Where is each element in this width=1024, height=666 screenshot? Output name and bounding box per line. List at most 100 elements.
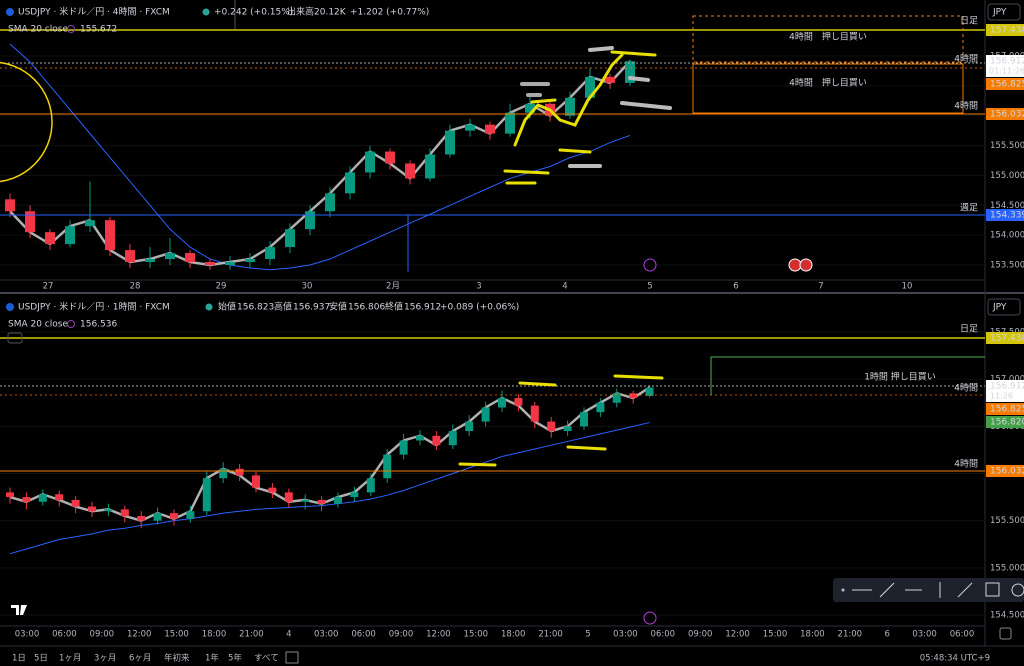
level-label: 週足 (960, 203, 978, 214)
sma-label: SMA 20 close (8, 320, 68, 330)
price-tag (986, 332, 1024, 344)
candle-body (104, 509, 113, 512)
candle-body (165, 253, 175, 260)
circle-drawing (0, 61, 53, 183)
candle-body (565, 97, 575, 116)
hand-drawings (458, 374, 664, 467)
highlight-stroke (613, 374, 664, 380)
range-button[interactable]: 1ヶ月 (59, 654, 81, 664)
ohlc-value: 156.912 (404, 303, 441, 313)
x-tick-label: 09:00 (389, 630, 414, 640)
price-tag (986, 55, 1024, 77)
candle-body (186, 511, 195, 519)
price-tag-text: 156.825 (990, 80, 1024, 90)
candle-body (219, 468, 228, 479)
highlight-stroke (558, 148, 592, 154)
event-flag[interactable] (788, 258, 802, 272)
candle-body (485, 124, 495, 134)
range-button[interactable]: 3ヶ月 (94, 654, 116, 664)
x-tick-label: 03:00 (613, 630, 638, 640)
level-label: 日足 (960, 324, 978, 335)
y-tick-label: 154.500 (990, 201, 1024, 211)
price-tag-text: 156.912 (990, 382, 1024, 392)
symbol-flag (6, 303, 14, 311)
sma-value: 156.536 (80, 320, 117, 330)
candle-body (25, 211, 35, 233)
status-dot (202, 8, 210, 16)
x-tick-label: 06:00 (351, 630, 376, 640)
price-tag-text: 156.912 (990, 57, 1024, 67)
candle-body (45, 232, 55, 245)
candle-body (465, 124, 475, 131)
zone-box (692, 63, 964, 114)
settings-button[interactable] (999, 627, 1012, 640)
event-icon[interactable] (643, 611, 657, 625)
candle-body (205, 262, 215, 265)
x-tick-label: 30 (302, 282, 313, 292)
tool-rect[interactable] (985, 582, 1000, 597)
ohlc-label: 始値 (218, 301, 236, 313)
price-tag (986, 416, 1024, 428)
event-icons (643, 258, 813, 625)
candle-body (245, 259, 255, 263)
candle-body (334, 497, 342, 504)
countdown: 11:26 (990, 392, 1013, 401)
x-tick-label: 4 (286, 630, 291, 640)
range-button[interactable]: 6ヶ月 (129, 654, 151, 664)
y-tick-label: 155.000 (990, 171, 1024, 181)
candle-body (284, 492, 293, 502)
sma-settings[interactable] (67, 25, 75, 33)
x-tick-label: 09:00 (90, 630, 115, 640)
candle-body (366, 478, 375, 493)
level-label: 4時間 (954, 459, 978, 470)
currency: JPY (992, 303, 1007, 313)
range-button[interactable]: 5日 (34, 654, 48, 664)
range-button[interactable]: 5年 (228, 653, 242, 664)
candle-body (625, 61, 635, 83)
collapse-button[interactable] (7, 332, 23, 344)
symbol-title: USDJPY · 米ドル／円 · 4時間 · FXCM (18, 6, 170, 18)
tool-trend[interactable] (879, 582, 895, 598)
currency-button[interactable] (987, 298, 1021, 316)
tool-brush[interactable] (957, 582, 973, 598)
event-flag[interactable] (799, 258, 813, 272)
x-tick-label: 03:00 (314, 630, 339, 640)
candle-body (596, 402, 605, 413)
date-range-button[interactable] (285, 651, 299, 664)
candle-body (268, 487, 277, 493)
candle-body (120, 509, 129, 516)
price-tag-text: 157.438 (990, 334, 1024, 344)
y-tick-label: 154.000 (990, 231, 1024, 241)
range-button[interactable]: 1年 (205, 653, 219, 664)
highlight-stroke (610, 50, 657, 57)
x-tick-label: 15:00 (164, 630, 189, 640)
candle-body (305, 211, 315, 230)
candle-body (145, 259, 155, 263)
x-tick-label: 03:00 (912, 630, 937, 640)
ohlc-label: 高値 (274, 301, 292, 313)
sma-settings[interactable] (67, 320, 75, 328)
range-button[interactable]: 年初来 (164, 653, 190, 664)
change: +0.242 (+0.15%) (214, 8, 293, 18)
tool-circle[interactable] (1011, 583, 1024, 597)
x-tick-label: 5 (647, 282, 652, 292)
x-tick-label: 6 (733, 282, 738, 292)
x-tick-label: 06:00 (651, 630, 676, 640)
range-button[interactable]: すべて (254, 654, 279, 664)
candle-body (252, 475, 260, 488)
currency-button[interactable] (987, 3, 1021, 21)
candle-body (225, 262, 235, 265)
zone-label: 1時間 押し目買い (864, 371, 936, 383)
price-tag (986, 380, 1024, 402)
candle-body (202, 478, 211, 512)
ohlc-value: 156.937 (293, 303, 330, 313)
x-tick-label: 10 (902, 282, 913, 292)
candle-body (6, 492, 14, 498)
candle-body (432, 435, 441, 446)
sma-value: 155.672 (80, 25, 117, 35)
range-button[interactable]: 1日 (12, 654, 26, 664)
event-icon[interactable] (643, 258, 657, 272)
candle-body (125, 250, 135, 263)
drag-handle[interactable] (841, 588, 845, 592)
y-tick-label: 155.000 (990, 563, 1024, 573)
